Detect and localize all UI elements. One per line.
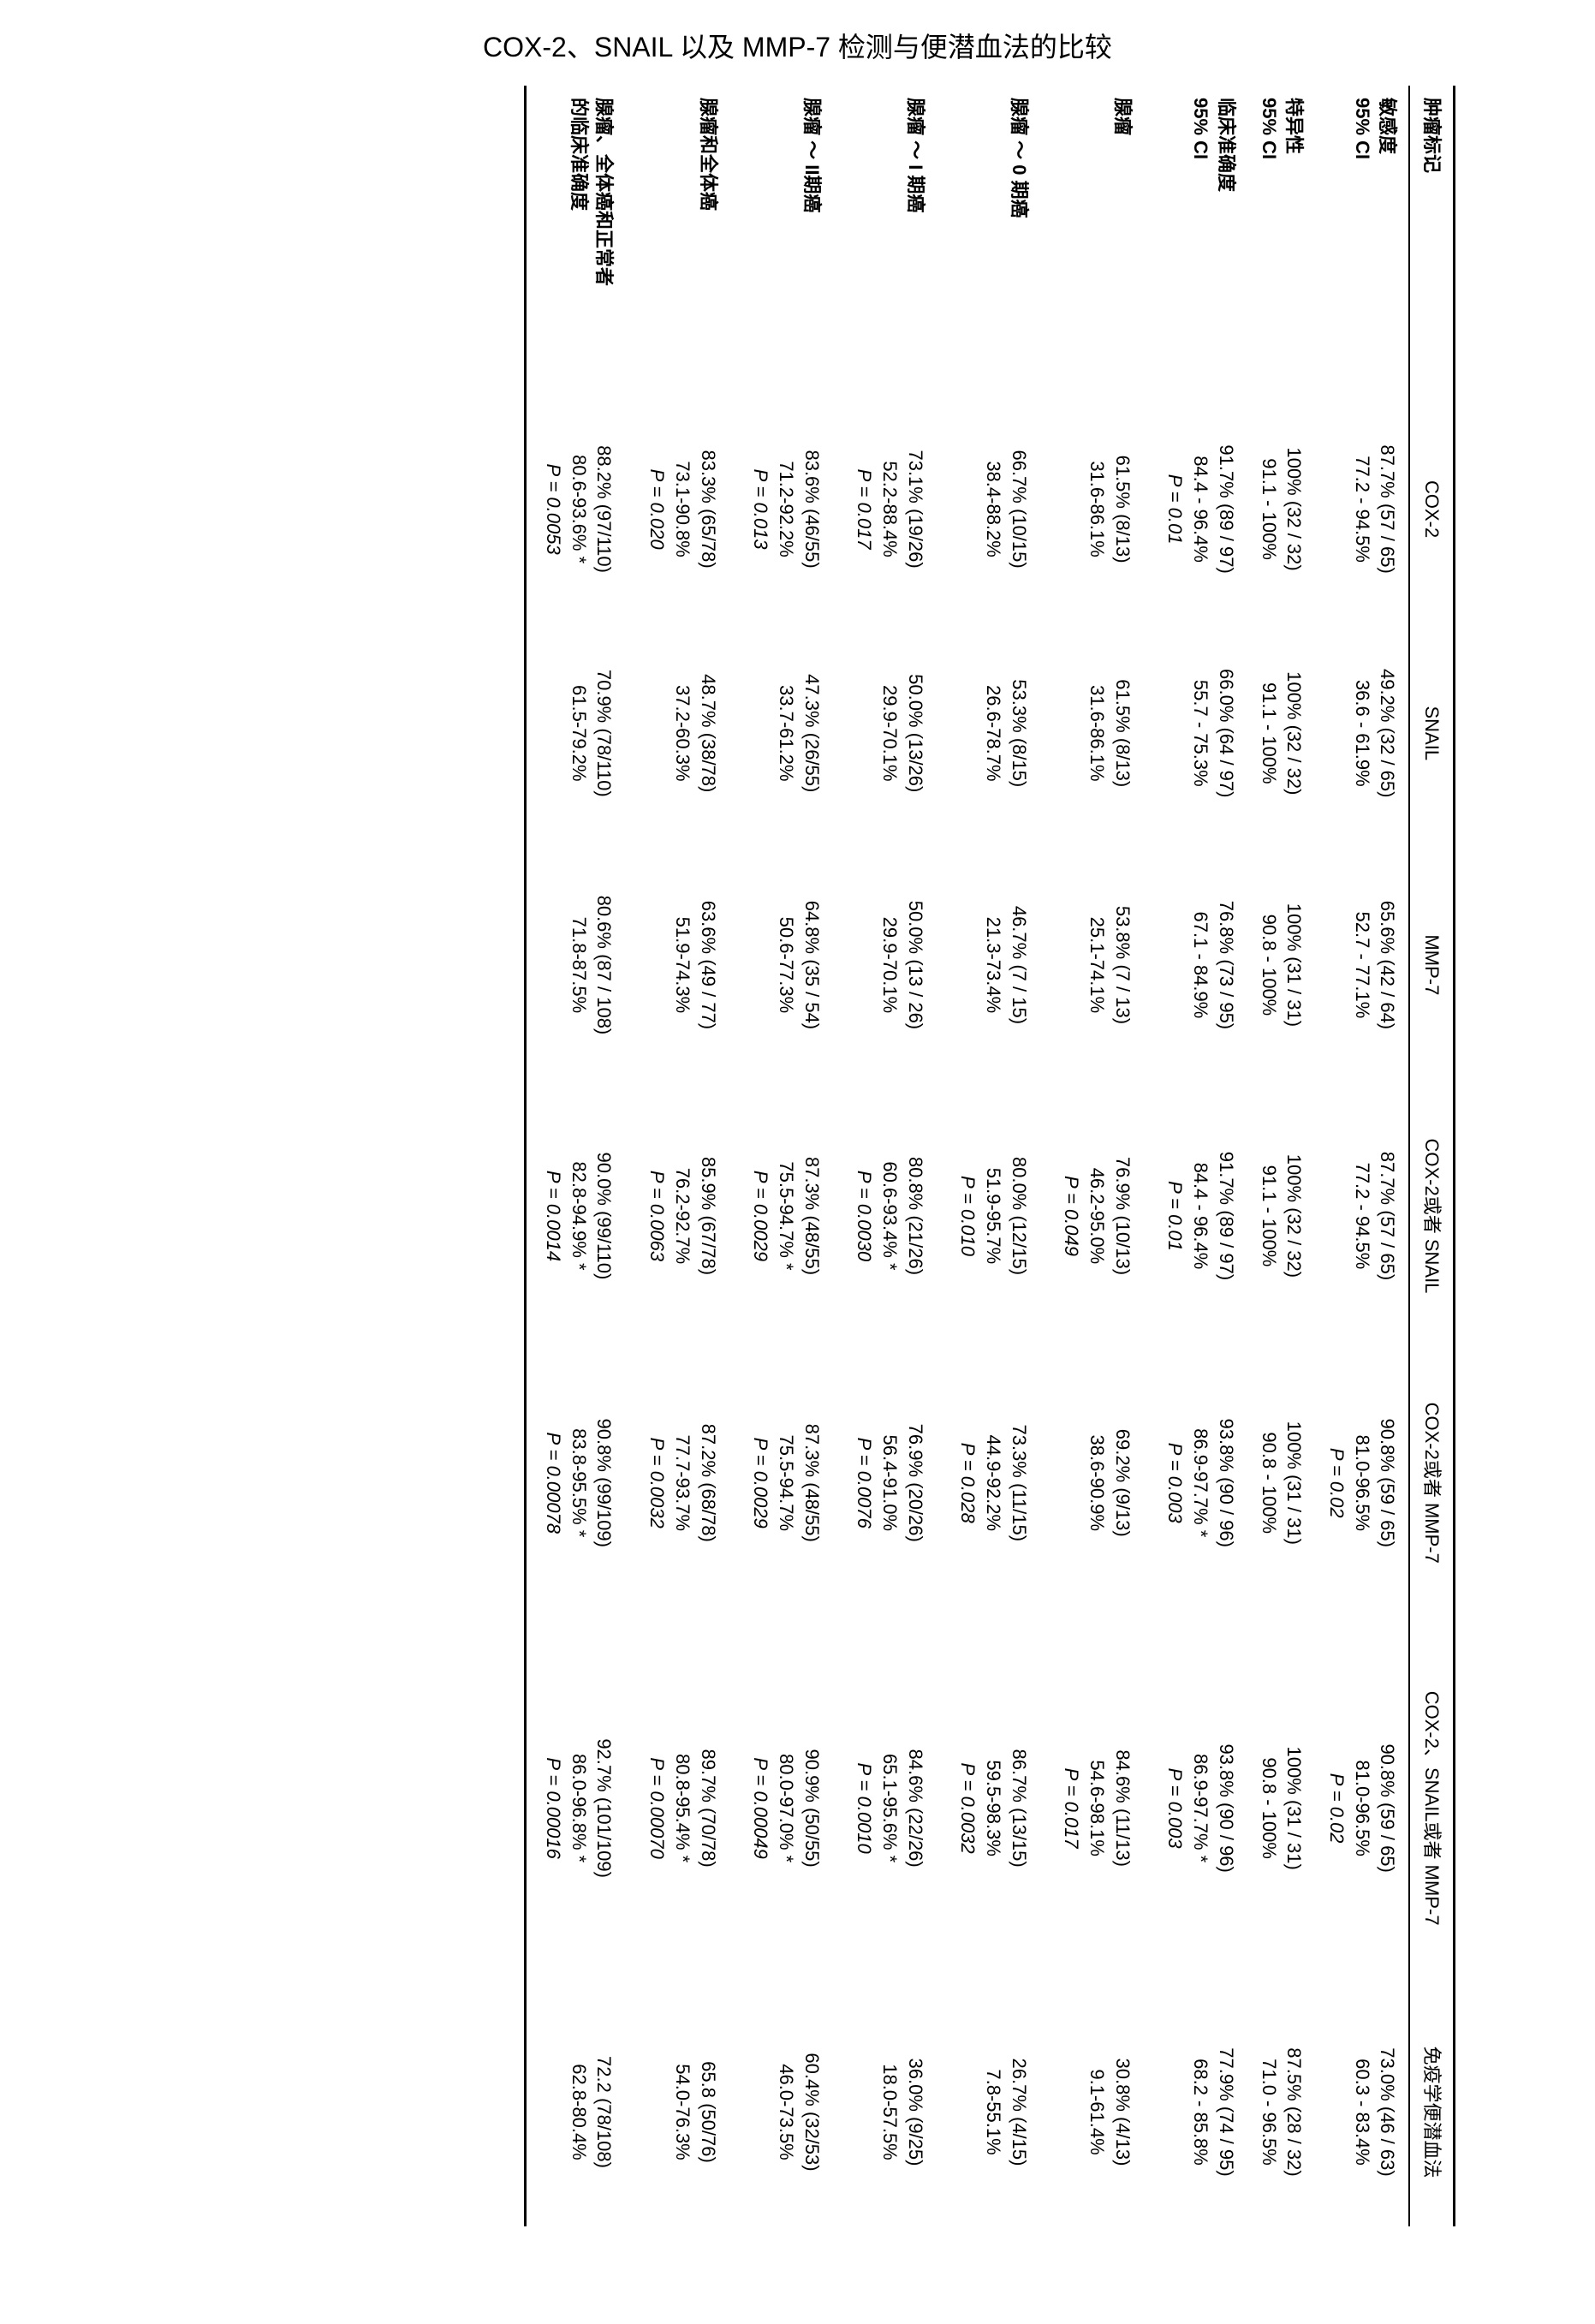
table-cell: 100% (31 / 31)90.8 - 100% (1247, 1347, 1315, 1618)
table-row: 腺瘤 ～ II期癌83.6% (46/55)71.2-92.2%P = 0.01… (740, 86, 843, 2226)
table-cell: 47.3% (26/55)33.7-61.2% (740, 621, 843, 845)
comparison-table: 肿瘤标记COX-2SNAILMMP-7COX-2或者 SNAILCOX-2或者 … (524, 86, 1455, 2226)
table-cell: 100% (31 / 31)90.8 - 100% (1247, 845, 1315, 1085)
table-row: 敏感度95% CI87.7% (57 / 65)77.2 - 94.5%49.2… (1315, 86, 1409, 2226)
table-cell: 49.2% (32 / 65)36.6 - 61.9% (1315, 621, 1409, 845)
table-cell: 69.2% (9/13)38.6-90.9% (1050, 1347, 1154, 1618)
row-label: 腺瘤 ～ 0 期癌 (947, 86, 1050, 397)
table-row: 腺瘤、全体癌和正常者的临床准确度88.2% (97/110)80.6-93.6%… (526, 86, 636, 2226)
table-cell: 72.2 (78/108)62.8-80.4% (526, 1998, 636, 2226)
table-cell: 89.7% (70/78)80.8-95.4% *P = 0.00070 (636, 1618, 740, 1998)
table-cell: 53.3% (8/15)26.6-78.7% (947, 621, 1050, 845)
column-header: COX-2 (1409, 397, 1454, 622)
table-cell: 76.9% (10/13)46.2-95.0%P = 0.049 (1050, 1085, 1154, 1347)
table-cell: 87.2% (68/78)77.7-93.7%P = 0.0032 (636, 1347, 740, 1618)
table-cell: 90.0% (99/110)82.8-94.9% *P = 0.0014 (526, 1085, 636, 1347)
table-cell: 91.7% (89 / 97)84.4 - 96.4%P = 0.01 (1154, 1085, 1247, 1347)
table-cell: 61.5% (8/13)31.6-86.1% (1050, 397, 1154, 622)
table-cell: 87.3% (48/55)75.5-94.7%P = 0.0029 (740, 1347, 843, 1618)
table-row: 临床准确度95% CI91.7% (89 / 97)84.4 - 96.4%P … (1154, 86, 1247, 2226)
table-cell: 87.7% (57 / 65)77.2 - 94.5% (1315, 397, 1409, 622)
row-label: 特异性95% CI (1247, 86, 1315, 397)
table-cell: 64.8% (35 / 54)50.6-77.3% (740, 845, 843, 1085)
table-cell: 85.9% (67/78)76.2-92.7%P = 0.0063 (636, 1085, 740, 1347)
table-cell: 60.4% (32/53)46.0-73.5% (740, 1998, 843, 2226)
table-cell: 70.9% (78/110)61.5-79.2% (526, 621, 636, 845)
table-cell: 80.0% (12/15)51.9-95.7%P = 0.010 (947, 1085, 1050, 1347)
table-cell: 80.6% (87 / 108)71.8-87.5% (526, 845, 636, 1085)
column-header: COX-2或者 SNAIL (1409, 1085, 1454, 1347)
table-cell: 87.3% (48/55)75.5-94.7% *P = 0.0029 (740, 1085, 843, 1347)
table-cell: 90.8% (59 / 65)81.0-96.5%P = 0.02 (1315, 1347, 1409, 1618)
row-label: 腺瘤、全体癌和正常者的临床准确度 (526, 86, 636, 397)
table-cell: 76.9% (20/26)56.4-91.0%P = 0.0076 (843, 1347, 947, 1618)
table-cell: 36.0% (9/25)18.0-57.5% (843, 1998, 947, 2226)
page-title: COX-2、SNAIL 以及 MMP-7 检测与便潜血法的比较 (17, 26, 1578, 65)
table-cell: 66.7% (10/15)38.4-88.2% (947, 397, 1050, 622)
table-cell: 86.7% (13/15)59.5-98.3%P = 0.0032 (947, 1618, 1050, 1998)
table-cell: 100% (32 / 32)91.1 - 100% (1247, 1085, 1315, 1347)
column-header: MMP-7 (1409, 845, 1454, 1085)
table-row: 腺瘤和全体癌83.3% (65/78)73.1-90.8%P = 0.02048… (636, 86, 740, 2226)
table-row: 腺瘤 ～ I 期癌73.1% (19/26)52.2-88.4%P = 0.01… (843, 86, 947, 2226)
table-cell: 84.6% (22/26)65.1-95.6% *P = 0.0010 (843, 1618, 947, 1998)
table-cell: 76.8% (73 / 95)67.1 - 84.9% (1154, 845, 1247, 1085)
table-cell: 100% (31 / 31)90.8 - 100% (1247, 1618, 1315, 1998)
table-cell: 90.9% (50/55)80.0-97.0% *P = 0.00049 (740, 1618, 843, 1998)
table-cell: 63.6% (49 / 77)51.9-74.3% (636, 845, 740, 1085)
table-row: 腺瘤61.5% (8/13)31.6-86.1%61.5% (8/13)31.6… (1050, 86, 1154, 2226)
table-cell: 66.0% (64 / 97)55.7 - 75.3% (1154, 621, 1247, 845)
column-header: SNAIL (1409, 621, 1454, 845)
table-cell: 90.8% (99/109)83.8-95.5% *P = 0.00078 (526, 1347, 636, 1618)
table-cell: 30.8% (4/13)9.1-61.4% (1050, 1998, 1154, 2226)
table-cell: 87.5% (28 / 32)71.0 - 96.5% (1247, 1998, 1315, 2226)
table-cell: 92.7% (101/109)86.0-96.8% *P = 0.00016 (526, 1618, 636, 1998)
table-container: 肿瘤标记COX-2SNAILMMP-7COX-2或者 SNAILCOX-2或者 … (524, 86, 1455, 2226)
table-cell: 73.0% (46 / 63)60.3 - 83.4% (1315, 1998, 1409, 2226)
row-label: 敏感度95% CI (1315, 86, 1409, 397)
table-cell: 91.7% (89 / 97)84.4 - 96.4%P = 0.01 (1154, 397, 1247, 622)
table-cell: 48.7% (38/78)37.2-60.3% (636, 621, 740, 845)
table-row: 特异性95% CI100% (32 / 32)91.1 - 100%100% (… (1247, 86, 1315, 2226)
table-cell: 26.7% (4/15)7.8-55.1% (947, 1998, 1050, 2226)
table-cell: 90.8% (59 / 65)81.0-96.5%P = 0.02 (1315, 1618, 1409, 1998)
column-header: 肿瘤标记 (1409, 86, 1454, 397)
table-cell: 77.9% (74 / 95)68.2 - 85.8% (1154, 1998, 1247, 2226)
row-label: 腺瘤 ～ II期癌 (740, 86, 843, 397)
table-cell: 65.6% (42 / 64)52.7 - 77.1% (1315, 845, 1409, 1085)
row-label: 腺瘤 (1050, 86, 1154, 397)
table-cell: 100% (32 / 32)91.1 - 100% (1247, 397, 1315, 622)
table-cell: 83.6% (46/55)71.2-92.2%P = 0.013 (740, 397, 843, 622)
table-cell: 80.8% (21/26)60.6-93.4% *P = 0.0030 (843, 1085, 947, 1347)
table-cell: 83.3% (65/78)73.1-90.8%P = 0.020 (636, 397, 740, 622)
row-label: 临床准确度95% CI (1154, 86, 1247, 397)
table-cell: 100% (32 / 32)91.1 - 100% (1247, 621, 1315, 845)
column-header: COX-2或者 MMP-7 (1409, 1347, 1454, 1618)
table-row: 腺瘤 ～ 0 期癌66.7% (10/15)38.4-88.2%53.3% (8… (947, 86, 1050, 2226)
table-cell: 50.0% (13 / 26)29.9-70.1% (843, 845, 947, 1085)
table-cell: 46.7% (7 / 15)21.3-73.4% (947, 845, 1050, 1085)
table-cell: 50.0% (13/26)29.9-70.1% (843, 621, 947, 845)
column-header: COX-2、SNAIL或者 MMP-7 (1409, 1618, 1454, 1998)
row-label: 腺瘤 ～ I 期癌 (843, 86, 947, 397)
table-cell: 93.8% (90 / 96)86.9-97.7% *P = 0.003 (1154, 1618, 1247, 1998)
table-cell: 65.8 (50/76)54.0-76.3% (636, 1998, 740, 2226)
table-cell: 61.5% (8/13)31.6-86.1% (1050, 621, 1154, 845)
table-cell: 73.3% (11/15)44.9-92.2%P = 0.028 (947, 1347, 1050, 1618)
row-label: 腺瘤和全体癌 (636, 86, 740, 397)
table-cell: 87.7% (57 / 65)77.2 - 94.5% (1315, 1085, 1409, 1347)
table-cell: 53.8% (7 / 13)25.1-74.1% (1050, 845, 1154, 1085)
table-cell: 88.2% (97/110)80.6-93.6% *P = 0.0053 (526, 397, 636, 622)
table-cell: 73.1% (19/26)52.2-88.4%P = 0.017 (843, 397, 947, 622)
column-header: 免疫学便潜血法 (1409, 1998, 1454, 2226)
table-cell: 84.6% (11/13)54.6-98.1%P = 0.017 (1050, 1618, 1154, 1998)
table-cell: 93.8% (90 / 96)86.9-97.7% *P = 0.003 (1154, 1347, 1247, 1618)
